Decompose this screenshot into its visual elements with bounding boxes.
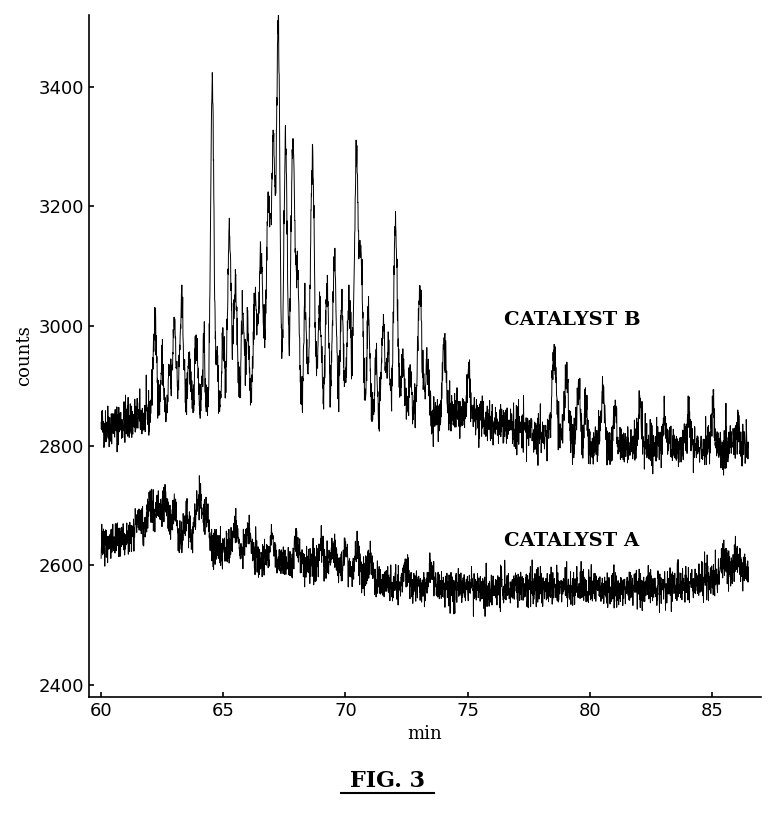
Y-axis label: counts: counts [15,325,33,386]
Text: CATALYST B: CATALYST B [504,311,640,329]
X-axis label: min: min [407,725,442,743]
Text: CATALYST A: CATALYST A [504,532,639,550]
Text: FIG. 3: FIG. 3 [350,770,425,792]
